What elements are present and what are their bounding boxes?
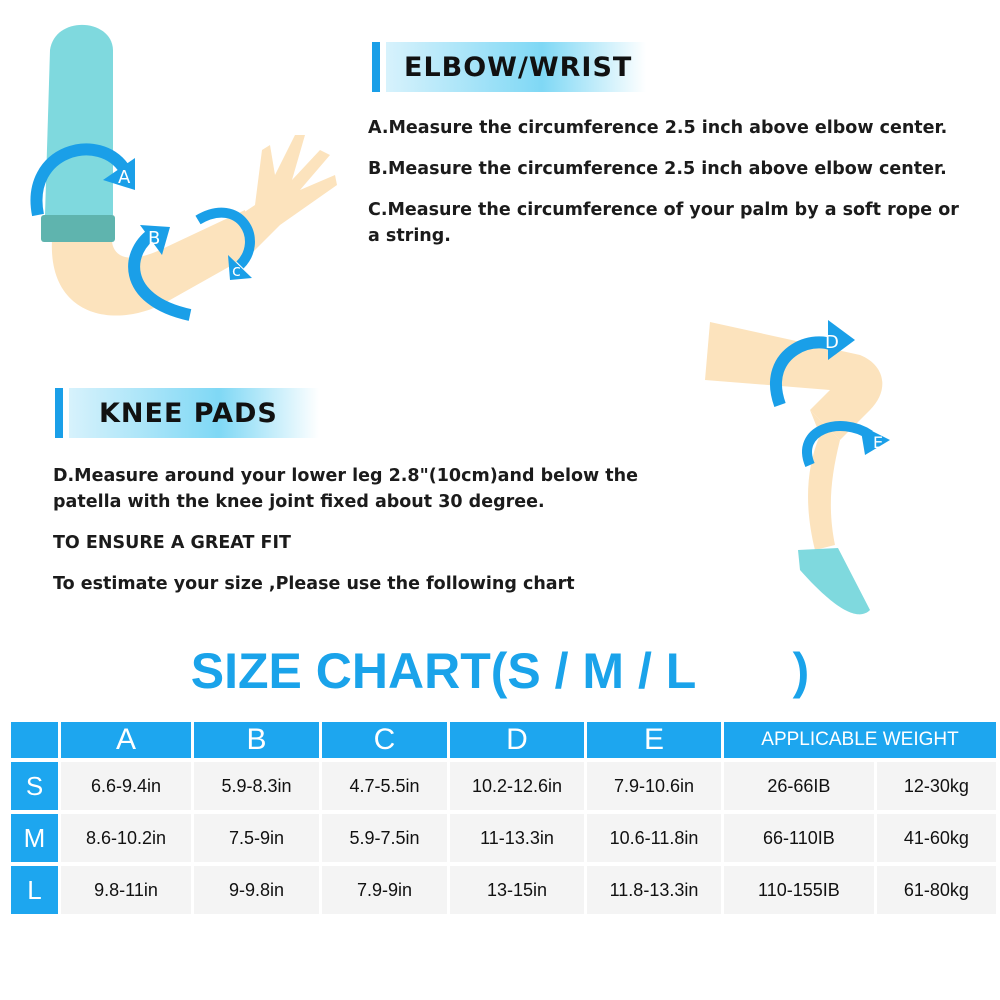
cell: 8.6-10.2in (61, 814, 191, 866)
size-label: S (11, 762, 58, 814)
elbow-instruction-c: C.Measure the circumference of your palm… (368, 200, 959, 246)
cell: 66-110IB (724, 814, 874, 866)
label-e: E (873, 433, 883, 452)
corner-cell (11, 722, 58, 762)
label-a: A (118, 167, 131, 188)
table-header-row: A B C D E APPLICABLE WEIGHT (11, 722, 996, 762)
col-a: A (61, 722, 191, 762)
knee-instruction-d: D.Measure around your lower leg 2.8"(10c… (53, 466, 638, 512)
size-chart-title: SIZE CHART(S / M / L ) (190, 643, 810, 699)
size-label: L (11, 866, 58, 918)
label-b: B (148, 228, 160, 249)
table-row: L 9.8-11in 9-9.8in 7.9-9in 13-15in 11.8-… (11, 866, 996, 918)
elbow-instruction-b: B.Measure the circumference 2.5 inch abo… (368, 159, 947, 179)
label-c: c (232, 261, 241, 280)
col-weight: APPLICABLE WEIGHT (724, 722, 996, 762)
cell: 10.2-12.6in (450, 762, 584, 814)
leg-illustration: D E (705, 320, 890, 615)
cell: 9.8-11in (61, 866, 191, 918)
col-b: B (194, 722, 319, 762)
table-row: M 8.6-10.2in 7.5-9in 5.9-7.5in 11-13.3in… (11, 814, 996, 866)
cell: 4.7-5.5in (322, 762, 447, 814)
elbow-heading-text: ELBOW/WRIST (386, 42, 646, 92)
cell: 26-66IB (724, 762, 874, 814)
cell: 11-13.3in (450, 814, 584, 866)
knee-pads-heading: KNEE PADS (55, 388, 319, 438)
table-row: S 6.6-9.4in 5.9-8.3in 4.7-5.5in 10.2-12.… (11, 762, 996, 814)
size-table: A B C D E APPLICABLE WEIGHT S 6.6-9.4in … (8, 722, 999, 918)
knee-heading-text: KNEE PADS (69, 388, 319, 438)
col-d: D (450, 722, 584, 762)
cell: 12-30kg (876, 762, 996, 814)
cell: 9-9.8in (194, 866, 319, 918)
col-e: E (587, 722, 721, 762)
cell: 41-60kg (876, 814, 996, 866)
elbow-wrist-heading: ELBOW/WRIST (372, 42, 646, 92)
cell: 5.9-7.5in (322, 814, 447, 866)
arm-illustration: A B c (30, 24, 337, 321)
cell: 11.8-13.3in (587, 866, 721, 918)
cell: 5.9-8.3in (194, 762, 319, 814)
cell: 7.9-9in (322, 866, 447, 918)
cell: 110-155IB (724, 866, 874, 918)
fit-note: TO ENSURE A GREAT FIT (53, 533, 291, 553)
col-c: C (322, 722, 447, 762)
elbow-instruction-a: A.Measure the circumference 2.5 inch abo… (368, 118, 948, 138)
cell: 13-15in (450, 866, 584, 918)
size-label: M (11, 814, 58, 866)
cell: 7.9-10.6in (587, 762, 721, 814)
cell: 7.5-9in (194, 814, 319, 866)
cell: 6.6-9.4in (61, 762, 191, 814)
cell: 61-80kg (876, 866, 996, 918)
cell: 10.6-11.8in (587, 814, 721, 866)
chart-note: To estimate your size ,Please use the fo… (53, 574, 575, 594)
label-d: D (825, 332, 839, 353)
